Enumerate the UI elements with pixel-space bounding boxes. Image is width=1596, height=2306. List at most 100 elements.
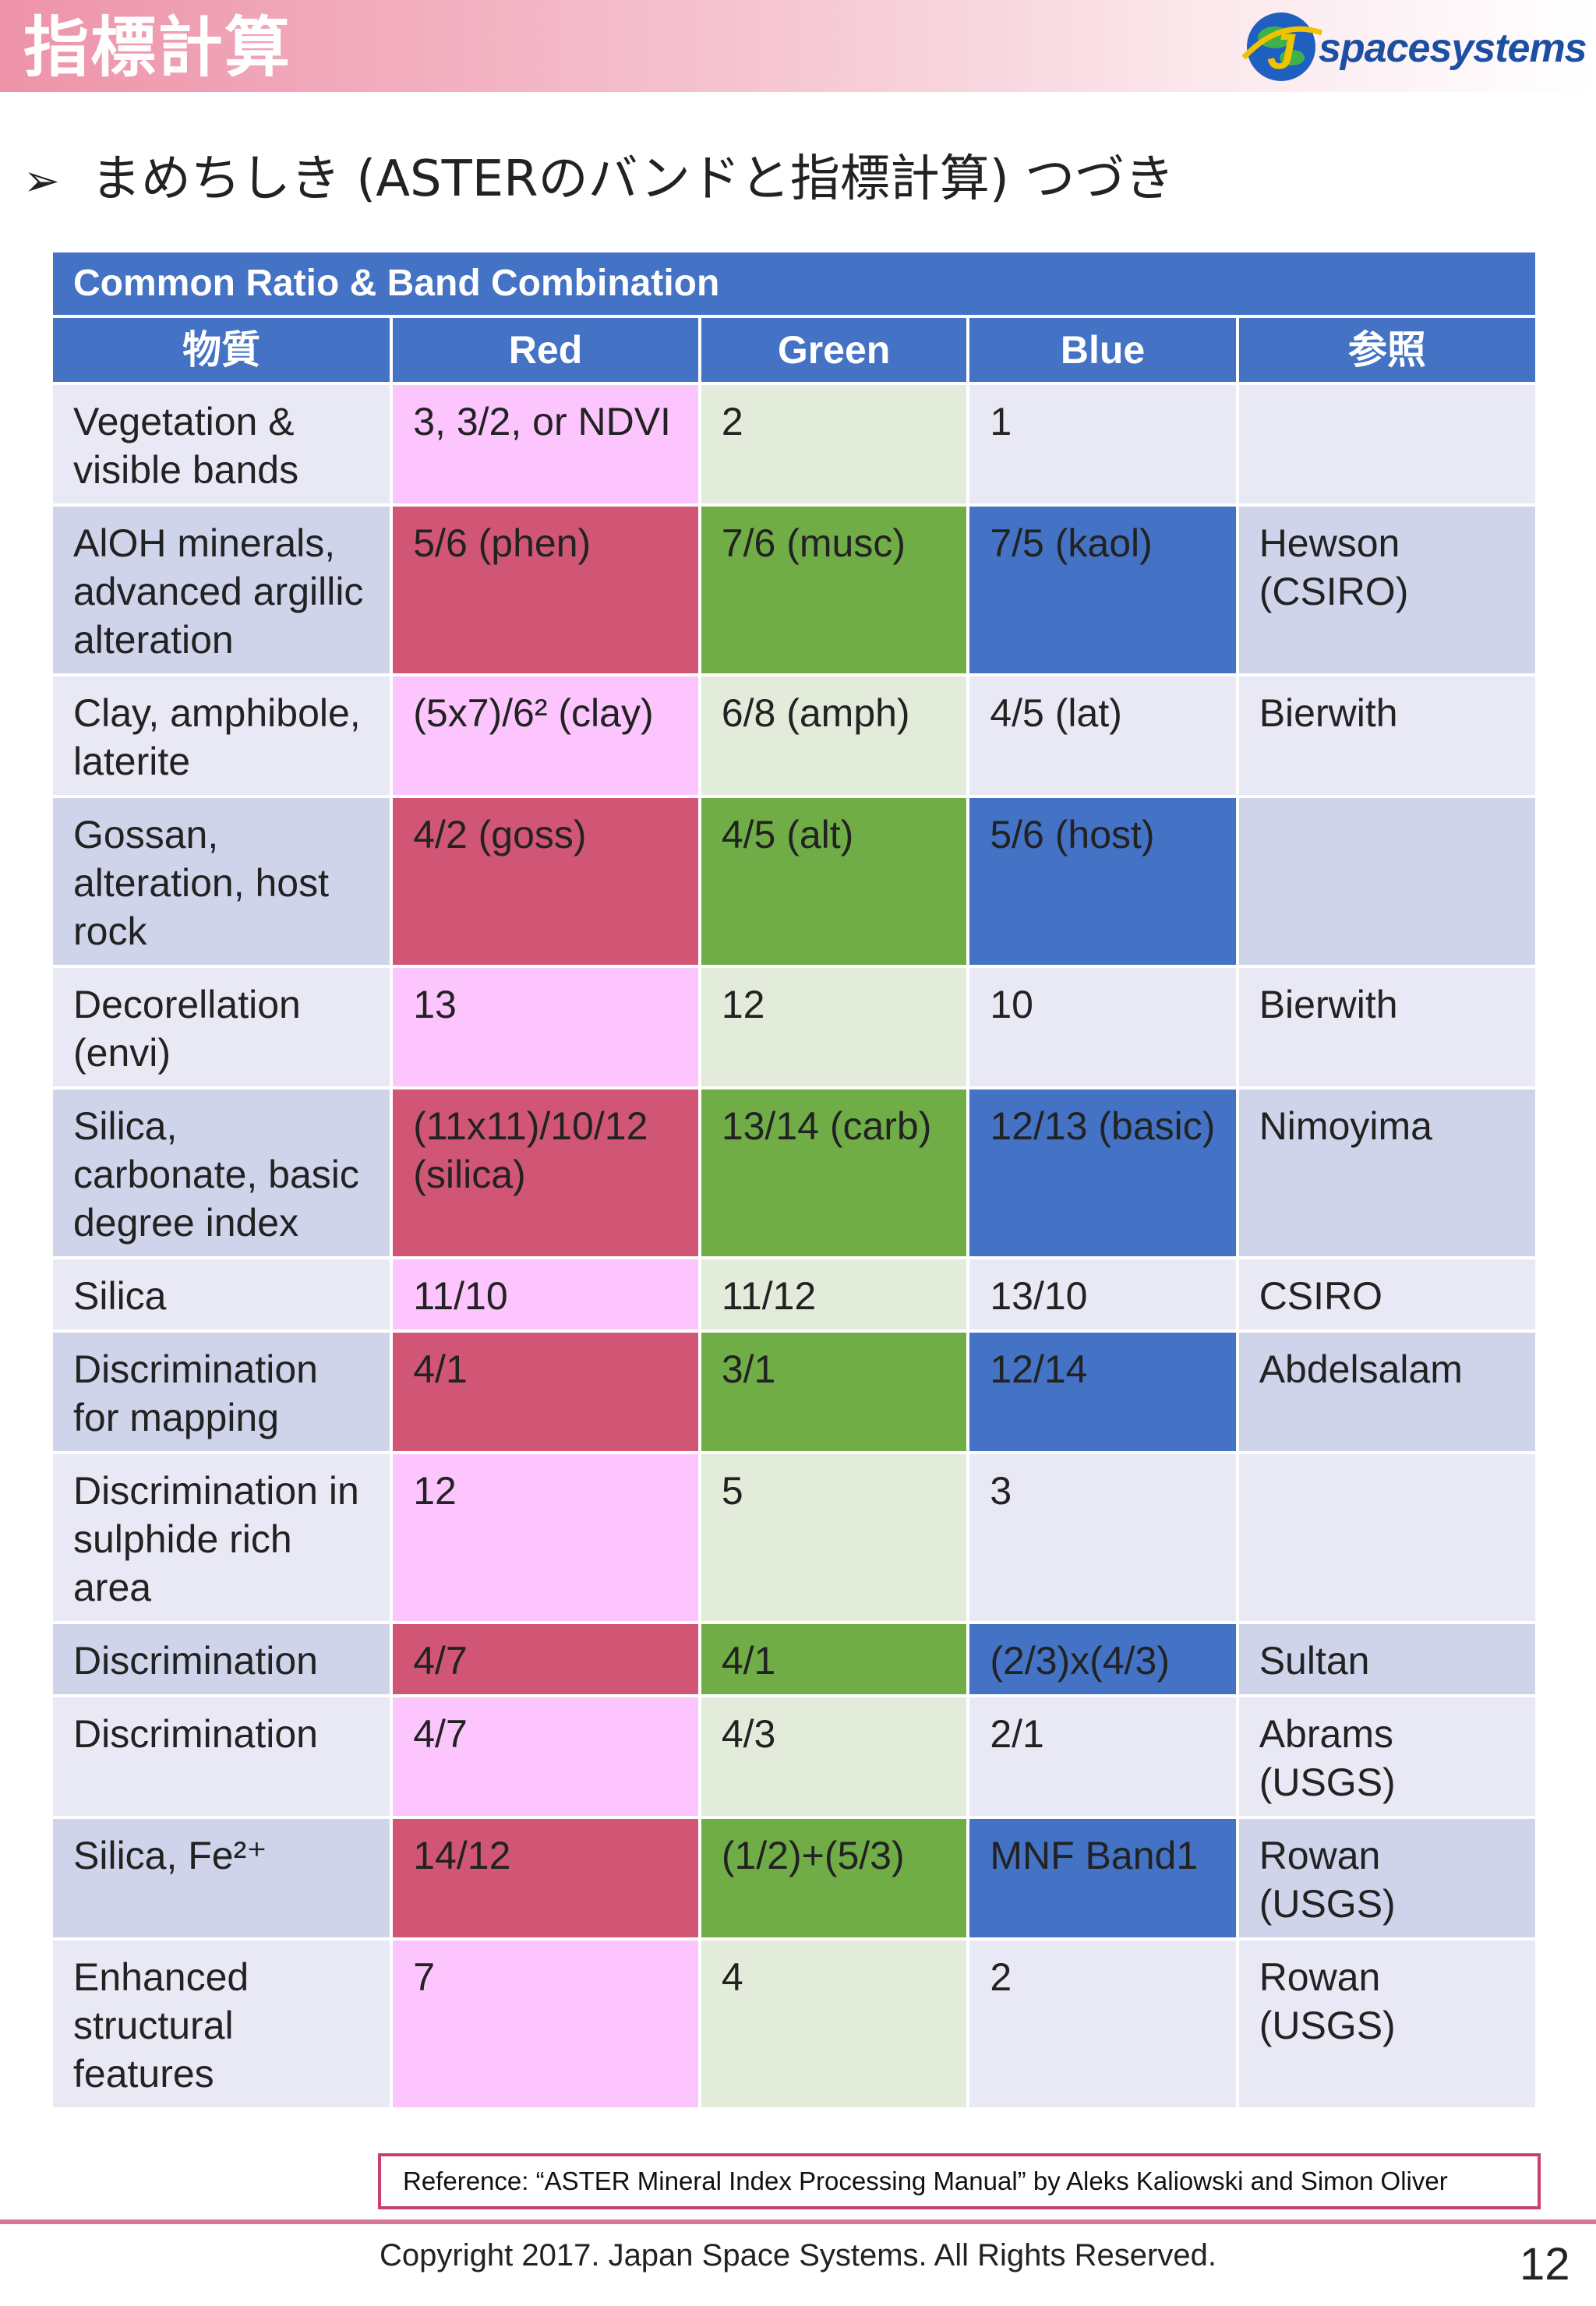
table-cell: 7/6 (musc) xyxy=(701,507,967,673)
table-row: Discrimination in sulphide rich area 12 5 3 xyxy=(53,1454,1535,1621)
table-row: Vegetation & visible bands 3, 3/2, or NDV… xyxy=(53,385,1535,503)
table-cell: 6/8 (amph) xyxy=(701,676,967,795)
logo-wordmark: spacesystems xyxy=(1319,26,1587,71)
table-row: Clay, amphibole, laterite (5x7)/6² (clay)… xyxy=(53,676,1535,795)
table-cell: (1/2)+(5/3) xyxy=(701,1819,967,1937)
column-header: 物質 xyxy=(53,318,390,382)
table-cell: 13 xyxy=(393,968,698,1086)
table-cell: Decorellation (envi) xyxy=(53,968,390,1086)
table-header-row: 物質 Red Green Blue 参照 xyxy=(53,318,1535,382)
table-cell: 12 xyxy=(393,1454,698,1621)
table-row: Enhanced structural features 7 4 2 Rowan (US… xyxy=(53,1941,1535,2107)
column-header: Red xyxy=(393,318,698,382)
ratio-band-table: Common Ratio & Band Combination 物質 Red Gre… xyxy=(50,249,1538,2110)
table-cell: 2/1 xyxy=(969,1697,1236,1816)
table-cell: Silica, carbonate, basic degree index xyxy=(53,1089,390,1256)
table-cell: 11/10 xyxy=(393,1259,698,1330)
table-cell: Vegetation & visible bands xyxy=(53,385,390,503)
table-cell xyxy=(1238,798,1535,965)
slide-title: 指標計算 xyxy=(23,9,292,86)
slide-subtitle: ➢ まめちしき (ASTERのバンドと指標計算) つづき xyxy=(23,140,1174,221)
globe-logo-icon: J xyxy=(1241,12,1323,81)
table-row: Discrimination 4/7 4/1 (2/3)x(4/3) Sultan xyxy=(53,1624,1535,1694)
table-body: Vegetation & visible bands 3, 3/2, or NDV… xyxy=(53,385,1535,2107)
svg-text:J: J xyxy=(1267,23,1296,79)
table-cell: 10 xyxy=(969,968,1236,1086)
table-cell: Silica, Fe²⁺ xyxy=(53,1819,390,1937)
table-cell: Sultan xyxy=(1238,1624,1535,1694)
table-cell: 3, 3/2, or NDVI xyxy=(393,385,698,503)
table-cell: 2 xyxy=(701,385,967,503)
table-cell: Gossan, alteration, host rock xyxy=(53,798,390,965)
page-number: 12 xyxy=(1520,2239,1570,2290)
table-cell: Rowan (USGS) xyxy=(1238,1941,1535,2107)
table-row: Decorellation (envi) 13 12 10 Bierwith xyxy=(53,968,1535,1086)
table-cell: Discrimination for mapping xyxy=(53,1333,390,1451)
table-row: Discrimination 4/7 4/3 2/1 Abrams (USGS) xyxy=(53,1697,1535,1816)
table-row: Silica, carbonate, basic degree index (11… xyxy=(53,1089,1535,1256)
table-cell: 2 xyxy=(969,1941,1236,2107)
slide-header: 指標計算 J spacesystems xyxy=(0,0,1596,92)
table-cell: 13/14 (carb) xyxy=(701,1089,967,1256)
table-cell: 3/1 xyxy=(701,1333,967,1451)
table-cell: Enhanced structural features xyxy=(53,1941,390,2107)
table-row: Silica 11/10 11/12 13/10 CSIRO xyxy=(53,1259,1535,1330)
copyright-text: Copyright 2017. Japan Space Systems. All… xyxy=(380,2238,1216,2272)
table-cell: 4/7 xyxy=(393,1624,698,1694)
column-header: Green xyxy=(701,318,967,382)
table-cell: 4/7 xyxy=(393,1697,698,1816)
table-cell: 14/12 xyxy=(393,1819,698,1937)
bullet-arrow-icon: ➢ xyxy=(23,156,60,207)
table-cell: 12/14 xyxy=(969,1333,1236,1451)
table-cell: 12 xyxy=(701,968,967,1086)
table-cell: 1 xyxy=(969,385,1236,503)
table-cell: Abrams (USGS) xyxy=(1238,1697,1535,1816)
footer-divider xyxy=(0,2219,1596,2224)
table-cell: 7/5 (kaol) xyxy=(969,507,1236,673)
table-cell: (11x11)/10/12 (silica) xyxy=(393,1089,698,1256)
table-cell xyxy=(1238,385,1535,503)
table-cell: AlOH minerals, advanced argillic alterat… xyxy=(53,507,390,673)
table-cell: 11/12 xyxy=(701,1259,967,1330)
table-cell: Abdelsalam xyxy=(1238,1333,1535,1451)
table-caption-row: Common Ratio & Band Combination xyxy=(53,252,1535,315)
table-cell: (5x7)/6² (clay) xyxy=(393,676,698,795)
table-cell: Discrimination xyxy=(53,1624,390,1694)
column-header: Blue xyxy=(969,318,1236,382)
table-cell xyxy=(1238,1454,1535,1621)
table-cell: 13/10 xyxy=(969,1259,1236,1330)
table-cell: 5/6 (phen) xyxy=(393,507,698,673)
table-cell: 5/6 (host) xyxy=(969,798,1236,965)
subtitle-text: まめちしき (ASTERのバンドと指標計算) つづき xyxy=(90,150,1175,208)
table-cell: Bierwith xyxy=(1238,968,1535,1086)
table-row: AlOH minerals, advanced argillic alterat… xyxy=(53,507,1535,673)
table-cell: 4/1 xyxy=(393,1333,698,1451)
table-row: Silica, Fe²⁺ 14/12 (1/2)+(5/3) MNF Band1 Row… xyxy=(53,1819,1535,1937)
table-cell: Discrimination in sulphide rich area xyxy=(53,1454,390,1621)
table-cell: Bierwith xyxy=(1238,676,1535,795)
table-cell: 4/3 xyxy=(701,1697,967,1816)
table-cell: Nimoyima xyxy=(1238,1089,1535,1256)
table-cell: Discrimination xyxy=(53,1697,390,1816)
table-cell: 4/1 xyxy=(701,1624,967,1694)
table-cell: Rowan (USGS) xyxy=(1238,1819,1535,1937)
table-caption: Common Ratio & Band Combination xyxy=(53,252,1535,315)
table-cell: 7 xyxy=(393,1941,698,2107)
table-cell: CSIRO xyxy=(1238,1259,1535,1330)
reference-box: Reference: “ASTER Mineral Index Processi… xyxy=(378,2153,1541,2209)
jss-logo: J spacesystems xyxy=(1241,3,1587,89)
table-cell: 4 xyxy=(701,1941,967,2107)
table-cell: 4/5 (alt) xyxy=(701,798,967,965)
table-cell: 5 xyxy=(701,1454,967,1621)
table-row: Gossan, alteration, host rock 4/2 (goss) 4… xyxy=(53,798,1535,965)
table-cell: 4/2 (goss) xyxy=(393,798,698,965)
table-cell: Silica xyxy=(53,1259,390,1330)
table-cell: 3 xyxy=(969,1454,1236,1621)
table-cell: Hewson (CSIRO) xyxy=(1238,507,1535,673)
table-cell: (2/3)x(4/3) xyxy=(969,1624,1236,1694)
table-cell: MNF Band1 xyxy=(969,1819,1236,1937)
column-header: 参照 xyxy=(1238,318,1535,382)
table-cell: Clay, amphibole, laterite xyxy=(53,676,390,795)
table-cell: 12/13 (basic) xyxy=(969,1089,1236,1256)
table-row: Discrimination for mapping 4/1 3/1 12/14 Abd… xyxy=(53,1333,1535,1451)
